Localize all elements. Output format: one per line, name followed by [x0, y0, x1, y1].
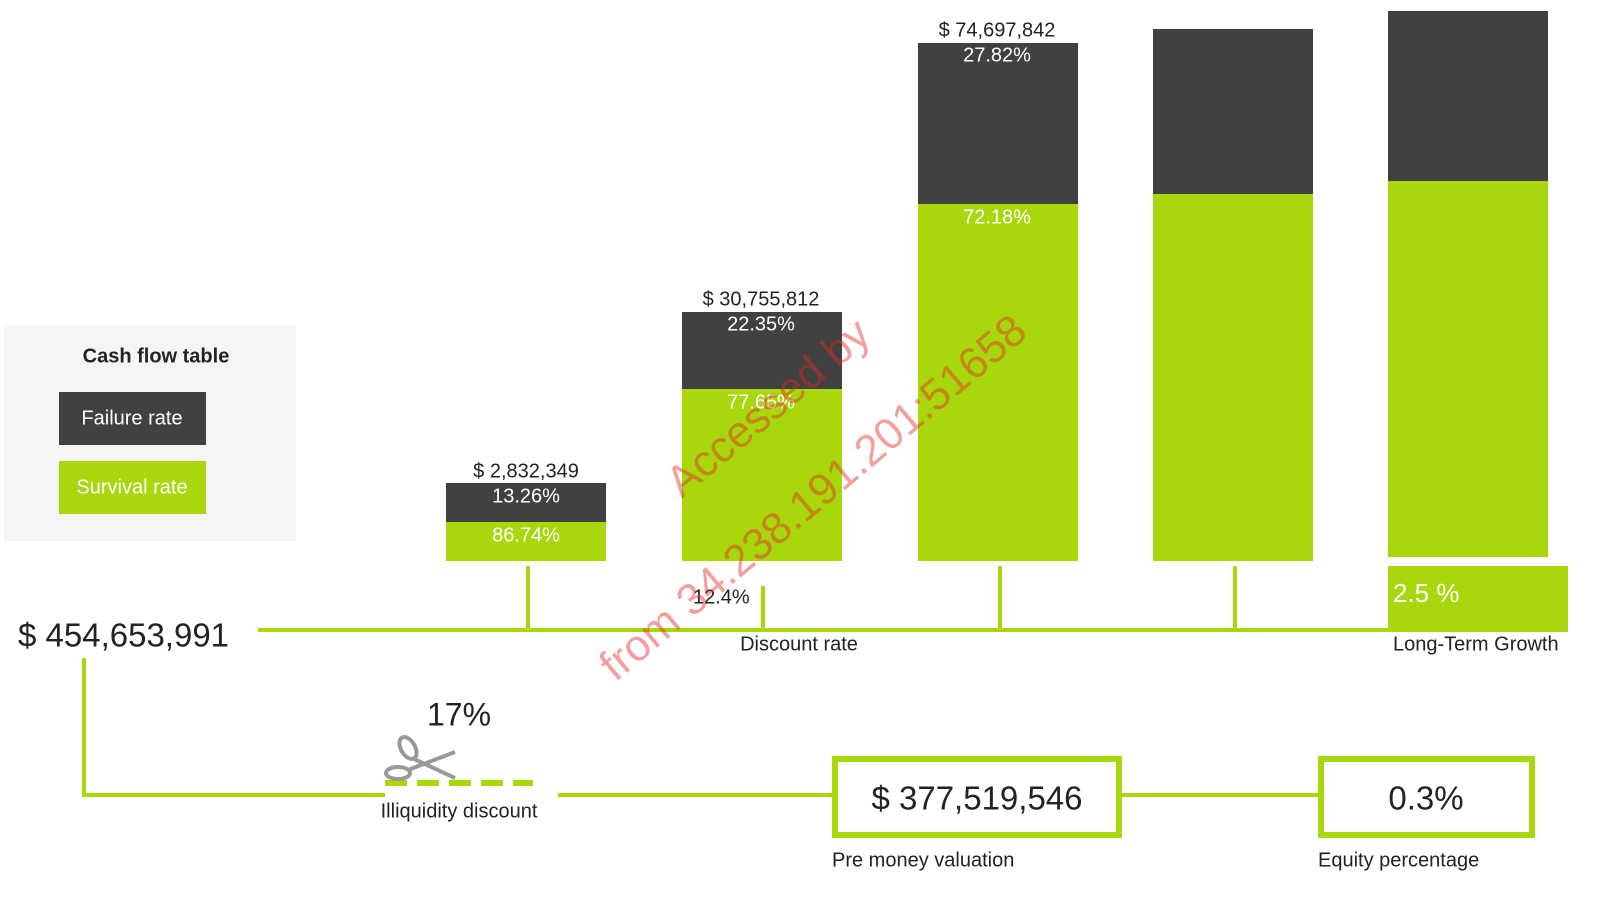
failure-label: 27.82%	[963, 44, 1031, 66]
legend-title: Cash flow table	[83, 345, 230, 367]
failure-label: 22.35%	[727, 313, 795, 335]
scissors-icon	[384, 735, 456, 781]
growth-box	[1388, 566, 1568, 628]
failure-label: 13.26%	[492, 485, 560, 507]
sum-value: $ 454,653,991	[18, 617, 229, 654]
column-total: $ 30,755,812	[703, 288, 820, 310]
survival-bar	[682, 389, 842, 561]
failure-bar	[1388, 11, 1548, 181]
connector	[258, 566, 1568, 632]
column-total: $ 2,832,349	[473, 460, 579, 482]
failure-bar	[1153, 29, 1313, 194]
failure-bar	[918, 43, 1078, 204]
pre-money-box	[832, 756, 1122, 838]
survival-label: 86.74%	[492, 524, 560, 546]
failure-bar	[446, 483, 606, 522]
legend-swatch	[59, 461, 206, 514]
legend-item: Survival rate	[76, 476, 187, 498]
equity-box	[1318, 756, 1535, 838]
pre-money-label: Pre money valuation	[832, 849, 1014, 871]
survival-label: 72.18%	[963, 206, 1031, 228]
failure-bar	[682, 312, 842, 389]
growth-label: Long-Term Growth	[1393, 633, 1559, 655]
discount-label: Discount rate	[740, 633, 858, 655]
survival-bar	[1388, 181, 1548, 557]
pre-money-value: $ 377,519,546	[871, 780, 1082, 817]
equity-value: 0.3%	[1388, 780, 1463, 817]
discount-value: 12.4%	[693, 586, 750, 608]
illiquidity-label: Illiquidity discount	[381, 800, 538, 822]
column-total: $ 74,697,842	[939, 19, 1056, 41]
survival-label: 77.65%	[727, 391, 795, 413]
connector	[82, 658, 1318, 797]
survival-bar	[918, 204, 1078, 561]
legend-item: Failure rate	[81, 407, 182, 429]
growth-value: 2.5 %	[1393, 578, 1460, 608]
illiquidity-value: 17%	[427, 696, 491, 732]
equity-label: Equity percentage	[1318, 849, 1479, 871]
survival-bar	[1153, 194, 1313, 561]
legend-swatch	[59, 392, 206, 445]
survival-bar	[446, 522, 606, 561]
